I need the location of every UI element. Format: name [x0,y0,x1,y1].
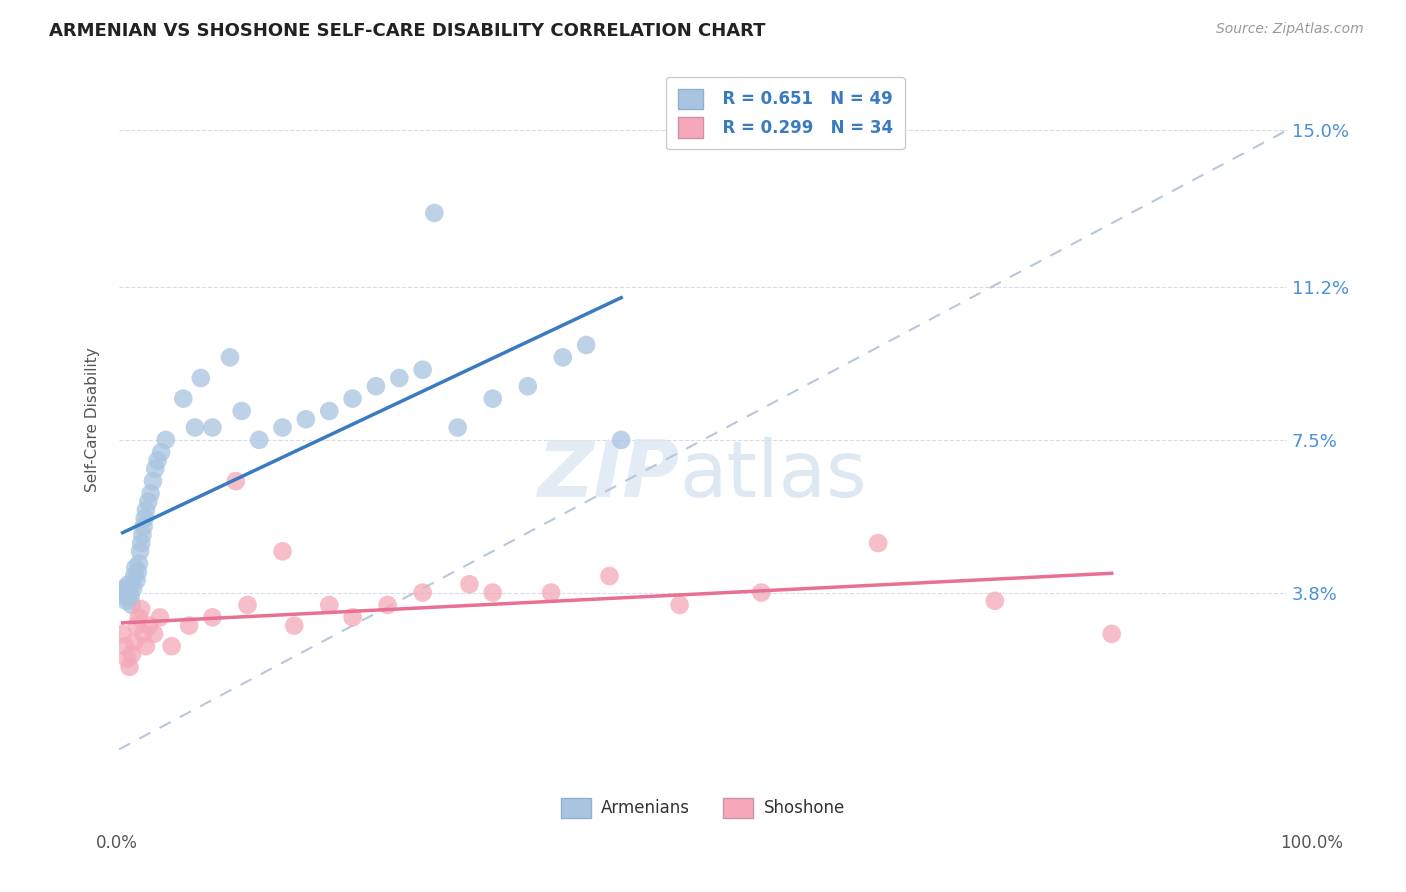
Point [129,536,152,550]
Point [118,660,141,674]
Point [412,585,434,599]
Point [117,577,139,591]
Point [129,544,152,558]
Point [318,598,340,612]
Point [481,392,503,406]
Point [122,635,145,649]
Point [112,582,135,596]
Point [118,585,141,599]
Point [540,585,562,599]
Point [142,474,165,488]
Point [129,602,152,616]
Point [138,618,160,632]
Point [423,206,446,220]
Point [114,590,136,604]
Point [125,573,148,587]
Point [271,544,294,558]
Point [610,433,633,447]
Point [458,577,481,591]
Point [447,420,470,434]
Point [271,420,294,434]
Point [551,351,574,365]
Point [516,379,538,393]
Point [599,569,621,583]
Point [115,582,138,596]
Point [146,453,169,467]
Point [122,582,145,596]
Point [111,585,134,599]
Point [190,371,212,385]
Point [131,528,153,542]
Point [121,598,143,612]
Point [984,594,1007,608]
Point [149,610,172,624]
Point [134,511,156,525]
Point [236,598,259,612]
Point [150,445,173,459]
Point [115,594,138,608]
Point [342,392,364,406]
Text: Source: ZipAtlas.com: Source: ZipAtlas.com [1216,22,1364,37]
Point [114,639,136,653]
Point [115,651,138,665]
Point [481,585,503,599]
Point [412,363,434,377]
Point [136,495,159,509]
Point [575,338,598,352]
Point [111,627,134,641]
Point [231,404,253,418]
Point [318,404,340,418]
Point [128,610,150,624]
Point [201,420,224,434]
Point [143,462,166,476]
Point [1101,627,1123,641]
Point [247,433,270,447]
Point [377,598,399,612]
Point [342,610,364,624]
Point [132,519,155,533]
Text: atlas: atlas [679,437,868,514]
Text: 100.0%: 100.0% [1279,834,1343,852]
Point [668,598,690,612]
Point [868,536,890,550]
Point [132,627,155,641]
Point [127,565,149,579]
Point [120,590,142,604]
Point [128,557,150,571]
Point [388,371,411,385]
Point [125,618,148,632]
Text: ZIP: ZIP [537,437,679,514]
Point [184,420,207,434]
Point [160,639,183,653]
Point [155,433,177,447]
Point [172,392,194,406]
Point [219,351,242,365]
Point [139,486,162,500]
Point [283,618,305,632]
Point [124,561,146,575]
Point [143,627,166,641]
Point [295,412,318,426]
Y-axis label: Self-Care Disability: Self-Care Disability [86,347,100,491]
Point [749,585,772,599]
Legend: Armenians, Shoshone: Armenians, Shoshone [554,791,852,825]
Point [135,639,157,653]
Point [121,648,143,662]
Point [179,618,201,632]
Point [135,503,157,517]
Point [364,379,387,393]
Point [122,569,145,583]
Point [225,474,247,488]
Text: 0.0%: 0.0% [96,834,138,852]
Text: ARMENIAN VS SHOSHONE SELF-CARE DISABILITY CORRELATION CHART: ARMENIAN VS SHOSHONE SELF-CARE DISABILIT… [49,22,766,40]
Point [201,610,224,624]
